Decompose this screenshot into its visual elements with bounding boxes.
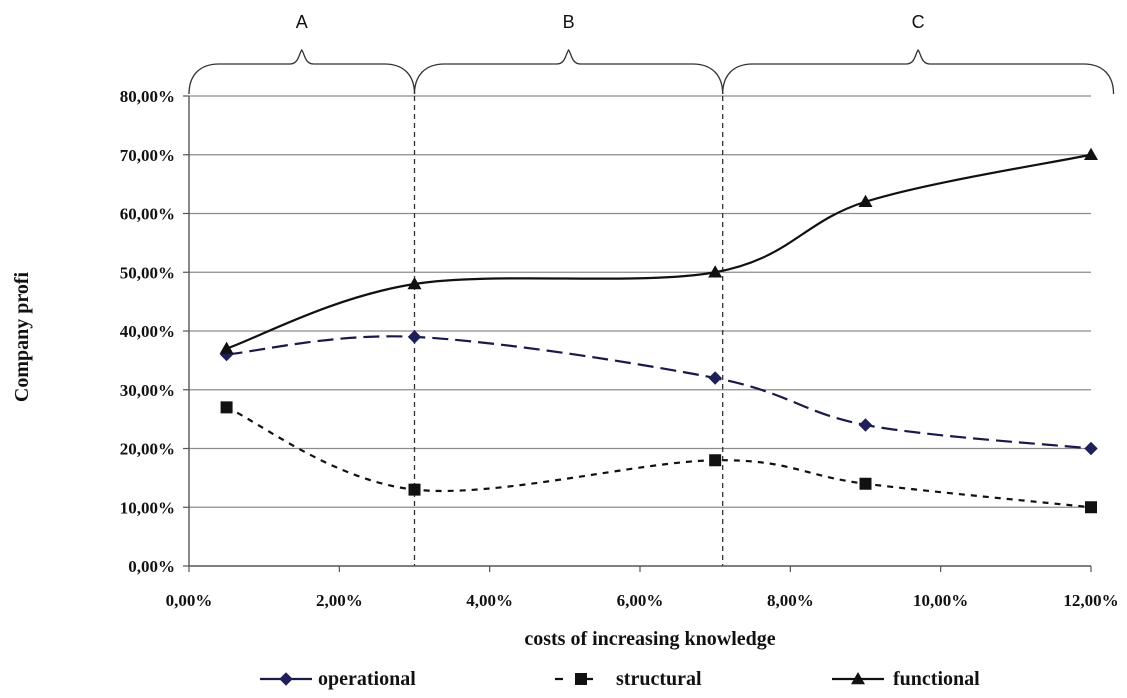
y-tick-label: 80,00% <box>120 87 175 106</box>
region-brace <box>723 50 1114 94</box>
region-label: B <box>563 12 575 32</box>
x-tick-label: 0,00% <box>166 591 213 610</box>
y-tick-label: 50,00% <box>120 263 175 282</box>
data-point-structural <box>221 401 233 413</box>
region-brace <box>415 50 723 94</box>
y-tick-label: 70,00% <box>120 146 175 165</box>
region-label: C <box>912 12 925 32</box>
series-functional <box>220 148 1098 354</box>
y-tick-label: 40,00% <box>120 322 175 341</box>
x-tick-label: 8,00% <box>767 591 814 610</box>
legend-item-functional: functional <box>832 668 980 690</box>
region-label: A <box>296 12 308 32</box>
region-braces: A B C <box>189 12 1114 94</box>
x-tick-label: 4,00% <box>466 591 513 610</box>
y-tick-label: 20,00% <box>120 440 175 459</box>
legend-item-structural: structural <box>555 668 702 690</box>
data-point-operational <box>409 331 421 343</box>
legend: operational structural functional <box>260 668 980 690</box>
legend-item-operational: operational <box>260 668 416 690</box>
series-line-operational <box>227 336 1091 448</box>
data-point-operational <box>709 372 721 384</box>
legend-marker <box>280 673 292 685</box>
region-brace <box>189 50 415 94</box>
data-point-structural <box>709 454 721 466</box>
y-tick-label: 30,00% <box>120 381 175 400</box>
x-axis-title: costs of increasing knowledge <box>524 628 775 650</box>
series-structural <box>221 401 1097 513</box>
x-tick-label: 10,00% <box>913 591 968 610</box>
axes: 0,00% 10,00% 20,00% 30,00% 40,00% 50,00% 60,00… <box>120 87 1119 610</box>
legend-label: structural <box>616 668 702 690</box>
data-point-functional <box>1084 148 1098 160</box>
data-point-structural <box>1085 501 1097 513</box>
y-tick-label: 0,00% <box>128 557 175 576</box>
y-axis-title: Company profi <box>11 271 33 402</box>
data-point-operational <box>1085 443 1097 455</box>
gridlines <box>189 96 1091 507</box>
legend-label: operational <box>318 668 416 690</box>
series-operational <box>221 331 1097 455</box>
data-point-operational <box>860 419 872 431</box>
data-point-structural <box>409 484 421 496</box>
y-tick-label: 60,00% <box>120 205 175 224</box>
x-tick-label: 12,00% <box>1063 591 1118 610</box>
x-tick-label: 2,00% <box>316 591 363 610</box>
y-tick-label: 10,00% <box>120 498 175 517</box>
legend-marker <box>575 673 587 685</box>
series-line-functional <box>227 155 1091 349</box>
data-point-structural <box>860 478 872 490</box>
legend-label: functional <box>893 668 980 690</box>
series-line-structural <box>227 407 1091 507</box>
x-tick-label: 6,00% <box>617 591 664 610</box>
